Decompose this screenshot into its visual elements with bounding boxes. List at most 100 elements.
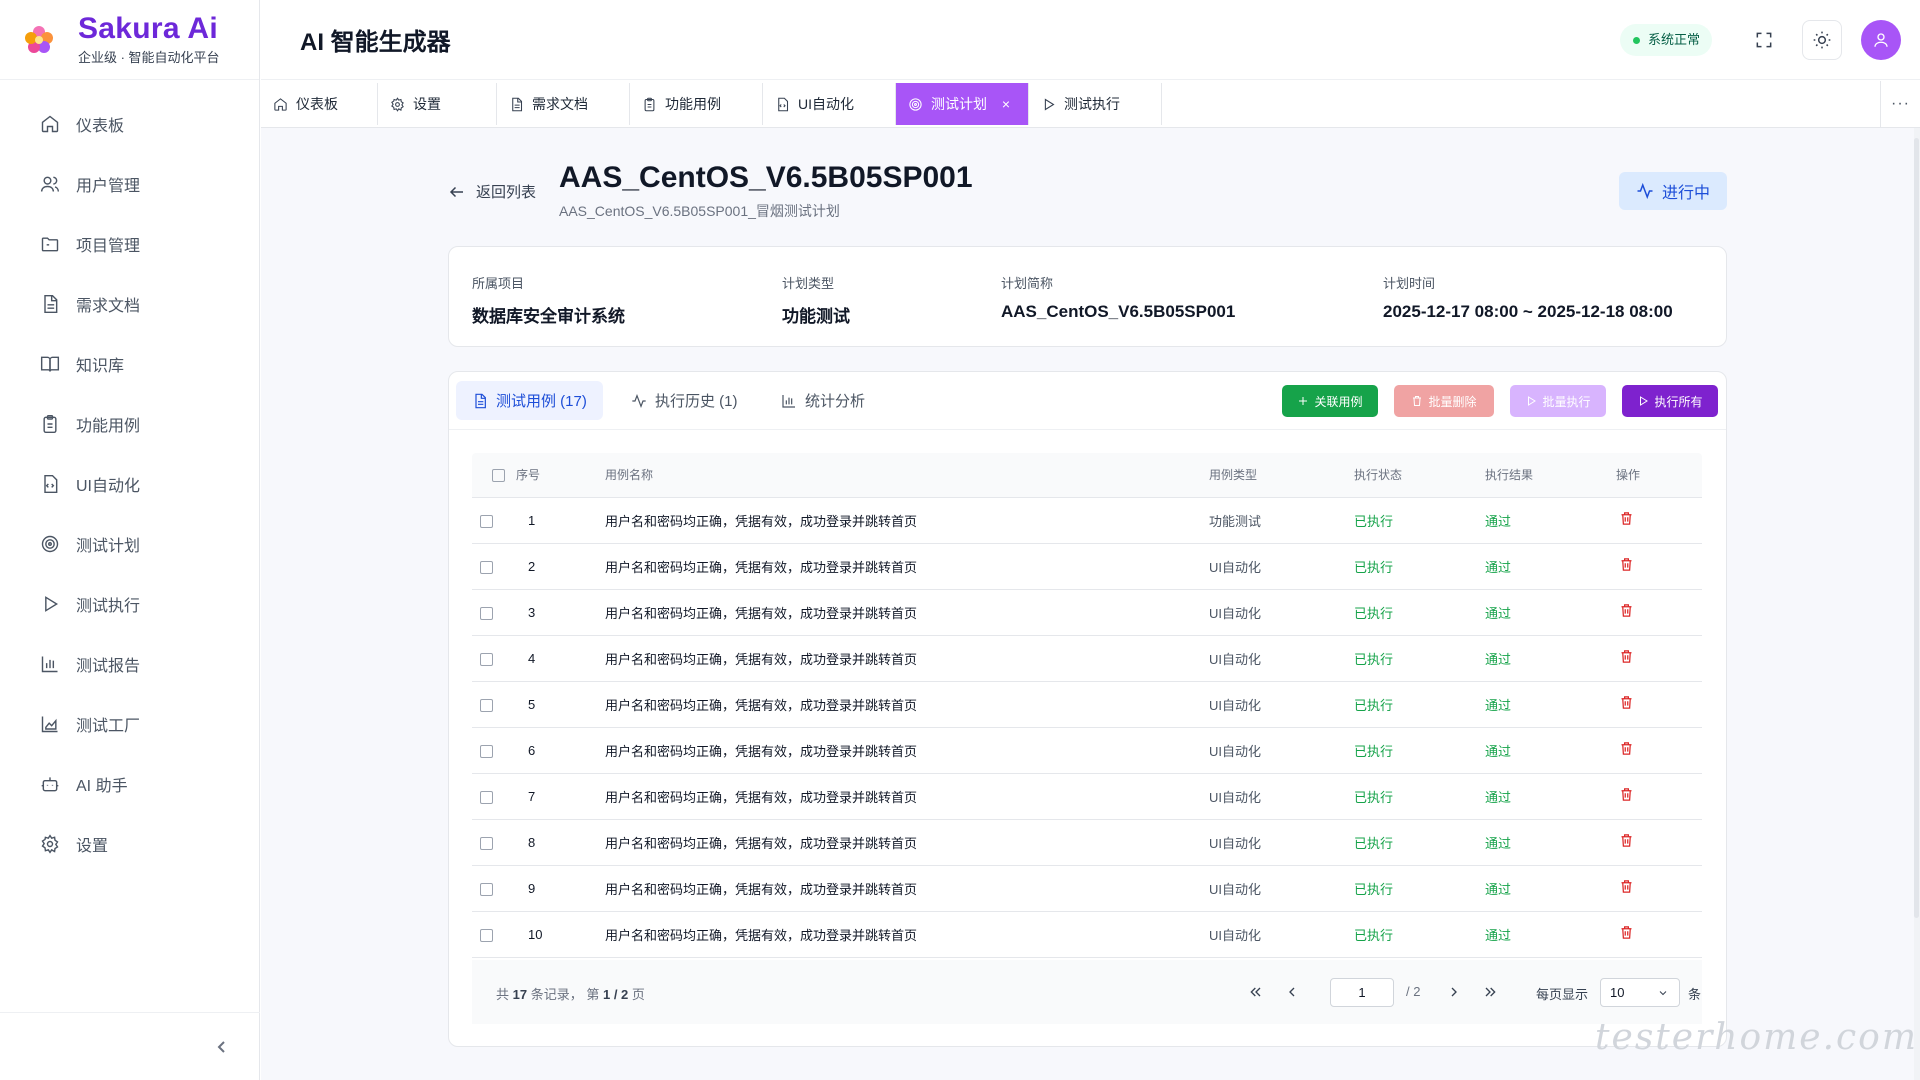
row-checkbox[interactable] bbox=[480, 928, 493, 942]
system-status-badge: 系统正常 bbox=[1619, 24, 1712, 56]
delete-row-button[interactable] bbox=[1619, 880, 1634, 897]
table-row[interactable]: 8 用户名和密码均正确，凭据有效，成功登录并跳转首页 UI自动化 已执行 通过 bbox=[472, 819, 1702, 866]
row-checkbox[interactable] bbox=[480, 790, 493, 804]
row-type: UI自动化 bbox=[1209, 635, 1354, 682]
trash-icon bbox=[1621, 650, 1632, 663]
sidebar-item-functional-cases[interactable]: 功能用例 bbox=[0, 394, 259, 454]
sidebar-item-label: 功能用例 bbox=[76, 418, 141, 435]
sidebar-item-ui-automation[interactable]: UI自动化 bbox=[0, 454, 259, 514]
table-row[interactable]: 7 用户名和密码均正确，凭据有效，成功登录并跳转首页 UI自动化 已执行 通过 bbox=[472, 773, 1702, 820]
tab-label: 需求文档 bbox=[532, 96, 588, 112]
row-checkbox[interactable] bbox=[480, 882, 493, 896]
row-checkbox[interactable] bbox=[480, 698, 493, 712]
sidebar-item-dashboard[interactable]: 仪表板 bbox=[0, 94, 259, 154]
collapse-sidebar-button[interactable] bbox=[210, 1035, 234, 1059]
row-checkbox[interactable] bbox=[480, 606, 493, 620]
sidebar-item-label: 测试计划 bbox=[76, 538, 141, 555]
scrollbar-thumb[interactable] bbox=[1914, 138, 1919, 918]
row-type: UI自动化 bbox=[1209, 681, 1354, 728]
brand[interactable]: Sakura Ai 企业级 · 智能自动化平台 bbox=[0, 0, 259, 80]
sidebar-item-ai-assistant[interactable]: AI 助手 bbox=[0, 754, 259, 814]
info-value: 功能测试 bbox=[782, 307, 850, 326]
delete-row-button[interactable] bbox=[1619, 650, 1634, 667]
tab-ui-automation[interactable]: UI自动化 bbox=[763, 83, 896, 125]
delete-row-button[interactable] bbox=[1619, 512, 1634, 529]
subtab-statistics[interactable]: 统计分析 bbox=[765, 381, 881, 420]
theme-toggle-button[interactable] bbox=[1802, 20, 1842, 60]
fullscreen-icon bbox=[1756, 32, 1772, 48]
table-row[interactable]: 10 用户名和密码均正确，凭据有效，成功登录并跳转首页 UI自动化 已执行 通过 bbox=[472, 911, 1702, 958]
tab-test-execution[interactable]: 测试执行 bbox=[1029, 83, 1162, 125]
activity-icon bbox=[1637, 182, 1653, 200]
sidebar-item-projects[interactable]: 项目管理 bbox=[0, 214, 259, 274]
tab-label: 功能用例 bbox=[665, 96, 721, 112]
delete-row-button[interactable] bbox=[1619, 788, 1634, 805]
trash-icon bbox=[1621, 834, 1632, 847]
batch-execute-button[interactable]: 批量执行 bbox=[1510, 385, 1606, 417]
sidebar-nav: 仪表板 用户管理 项目管理 需求文档 知识库 功能用例 UI自动化 测试计划 bbox=[0, 80, 259, 874]
execute-all-button[interactable]: 执行所有 bbox=[1622, 385, 1718, 417]
sidebar-item-test-plan[interactable]: 测试计划 bbox=[0, 514, 259, 574]
table-row[interactable]: 9 用户名和密码均正确，凭据有效，成功登录并跳转首页 UI自动化 已执行 通过 bbox=[472, 865, 1702, 912]
sidebar-item-label: 知识库 bbox=[76, 358, 125, 375]
plus-icon bbox=[1299, 397, 1308, 405]
sidebar-item-test-execution[interactable]: 测试执行 bbox=[0, 574, 259, 634]
table-row[interactable]: 5 用户名和密码均正确，凭据有效，成功登录并跳转首页 UI自动化 已执行 通过 bbox=[472, 681, 1702, 728]
row-checkbox[interactable] bbox=[480, 836, 493, 850]
back-to-list-button[interactable]: 返回列表 bbox=[448, 181, 536, 202]
delete-row-button[interactable] bbox=[1619, 834, 1634, 851]
row-name: 用户名和密码均正确，凭据有效，成功登录并跳转首页 bbox=[605, 681, 1209, 728]
table-row[interactable]: 1 用户名和密码均正确，凭据有效，成功登录并跳转首页 功能测试 已执行 通过 bbox=[472, 497, 1702, 544]
table-row[interactable]: 3 用户名和密码均正确，凭据有效，成功登录并跳转首页 UI自动化 已执行 通过 bbox=[472, 589, 1702, 636]
sidebar-item-users[interactable]: 用户管理 bbox=[0, 154, 259, 214]
more-tabs-button[interactable]: ··· bbox=[1880, 81, 1920, 127]
row-name: 用户名和密码均正确，凭据有效，成功登录并跳转首页 bbox=[605, 773, 1209, 820]
row-type: UI自动化 bbox=[1209, 819, 1354, 866]
tab-test-plan[interactable]: 测试计划 × bbox=[896, 83, 1029, 125]
table-row[interactable]: 6 用户名和密码均正确，凭据有效，成功登录并跳转首页 UI自动化 已执行 通过 bbox=[472, 727, 1702, 774]
sidebar-item-knowledge[interactable]: 知识库 bbox=[0, 334, 259, 394]
subtab-execution-history[interactable]: 执行历史 (1) bbox=[615, 381, 754, 420]
tab-functional-cases[interactable]: 功能用例 bbox=[630, 83, 763, 125]
select-all-checkbox[interactable] bbox=[492, 468, 505, 482]
link-cases-button[interactable]: 关联用例 bbox=[1282, 385, 1378, 417]
cases-table-wrapper: 序号 用例名称 用例类型 执行状态 执行结果 操作 1 用户名和密码均正确，凭据有… bbox=[472, 453, 1702, 958]
row-checkbox[interactable] bbox=[480, 560, 493, 574]
row-checkbox[interactable] bbox=[480, 652, 493, 666]
row-status: 已执行 bbox=[1354, 681, 1485, 728]
tab-settings[interactable]: 设置 bbox=[378, 83, 497, 125]
tab-label: 测试执行 bbox=[1064, 96, 1120, 112]
table-row[interactable]: 4 用户名和密码均正确，凭据有效，成功登录并跳转首页 UI自动化 已执行 通过 bbox=[472, 635, 1702, 682]
delete-row-button[interactable] bbox=[1619, 558, 1634, 575]
user-avatar[interactable] bbox=[1861, 20, 1901, 60]
subtab-test-cases[interactable]: 测试用例 (17) bbox=[456, 381, 603, 420]
close-tab-icon[interactable]: × bbox=[1001, 96, 1010, 112]
row-checkbox[interactable] bbox=[480, 514, 493, 528]
next-page-button[interactable] bbox=[1444, 982, 1464, 1002]
delete-row-button[interactable] bbox=[1619, 604, 1634, 621]
prev-page-button[interactable] bbox=[1282, 982, 1302, 1002]
delete-row-button[interactable] bbox=[1619, 742, 1634, 759]
page-size-select[interactable]: 10 bbox=[1600, 978, 1680, 1007]
sidebar-item-test-factory[interactable]: 测试工厂 bbox=[0, 694, 259, 754]
last-page-button[interactable] bbox=[1480, 982, 1500, 1002]
delete-row-button[interactable] bbox=[1619, 696, 1634, 713]
sidebar: Sakura Ai 企业级 · 智能自动化平台 仪表板 用户管理 项目管理 需求… bbox=[0, 0, 260, 1080]
table-row[interactable]: 2 用户名和密码均正确，凭据有效，成功登录并跳转首页 UI自动化 已执行 通过 bbox=[472, 543, 1702, 590]
plan-status-badge[interactable]: 进行中 bbox=[1619, 172, 1727, 210]
first-page-button[interactable] bbox=[1246, 982, 1266, 1002]
batch-delete-button[interactable]: 批量删除 bbox=[1394, 385, 1494, 417]
page-number-input[interactable] bbox=[1330, 978, 1394, 1007]
sidebar-item-requirements[interactable]: 需求文档 bbox=[0, 274, 259, 334]
row-checkbox[interactable] bbox=[480, 744, 493, 758]
play-icon bbox=[1528, 396, 1537, 406]
row-status: 已执行 bbox=[1354, 497, 1485, 544]
tab-requirements[interactable]: 需求文档 bbox=[497, 83, 630, 125]
sidebar-item-test-report[interactable]: 测试报告 bbox=[0, 634, 259, 694]
row-result: 通过 bbox=[1485, 727, 1616, 774]
tab-dashboard[interactable]: 仪表板 bbox=[261, 83, 378, 125]
sidebar-item-settings[interactable]: 设置 bbox=[0, 814, 259, 874]
delete-row-button[interactable] bbox=[1619, 926, 1634, 943]
fullscreen-button[interactable] bbox=[1744, 20, 1784, 60]
info-label: 计划时间 bbox=[1383, 276, 1436, 291]
